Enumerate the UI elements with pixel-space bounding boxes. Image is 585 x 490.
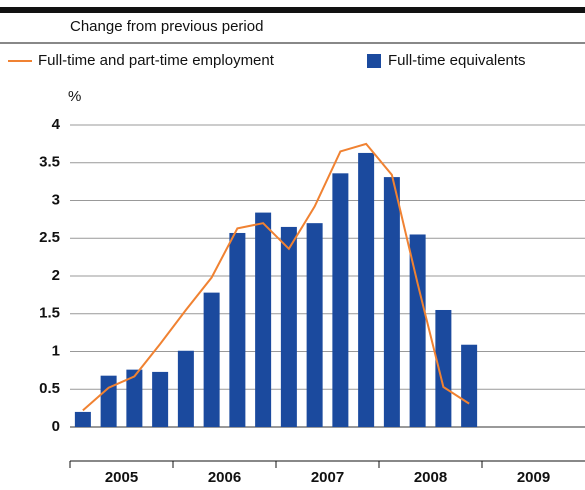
legend-label: Full-time and part-time employment xyxy=(38,52,275,69)
y-tick-label: 1.5 xyxy=(39,305,60,322)
y-tick-label: 3 xyxy=(52,191,60,208)
x-tick-label: 2009 xyxy=(517,469,550,486)
y-tick-label: 2 xyxy=(52,267,60,284)
y-tick-label: 0 xyxy=(52,418,60,435)
bar xyxy=(126,369,143,428)
bar xyxy=(409,234,426,428)
bar xyxy=(306,223,323,428)
legend-swatch xyxy=(367,54,381,68)
bar xyxy=(177,350,194,428)
line xyxy=(82,142,470,412)
bar xyxy=(229,232,246,428)
x-tick-label: 2006 xyxy=(208,469,241,486)
bar xyxy=(152,371,169,428)
bar xyxy=(74,411,91,428)
bar xyxy=(435,309,452,428)
bar xyxy=(383,177,400,428)
bar xyxy=(255,212,272,428)
y-tick-label: 2.5 xyxy=(39,229,60,246)
y-tick-label: 4 xyxy=(52,116,61,133)
y-unit: % xyxy=(68,88,81,105)
header-bar xyxy=(0,7,585,13)
bar xyxy=(358,152,375,428)
chart-subtitle: Change from previous period xyxy=(70,18,263,35)
x-tick-label: 2005 xyxy=(105,469,138,486)
y-tick-label: 0.5 xyxy=(39,380,60,397)
bar xyxy=(203,292,220,428)
bar xyxy=(280,226,297,428)
bar xyxy=(332,173,349,428)
y-tick-label: 1 xyxy=(52,342,60,359)
y-tick-label: 3.5 xyxy=(39,154,60,171)
x-tick-label: 2008 xyxy=(414,469,447,486)
bar xyxy=(461,344,478,428)
legend-label: Full-time equivalents xyxy=(388,52,526,69)
bar xyxy=(100,375,117,428)
x-tick-label: 2007 xyxy=(311,469,344,486)
